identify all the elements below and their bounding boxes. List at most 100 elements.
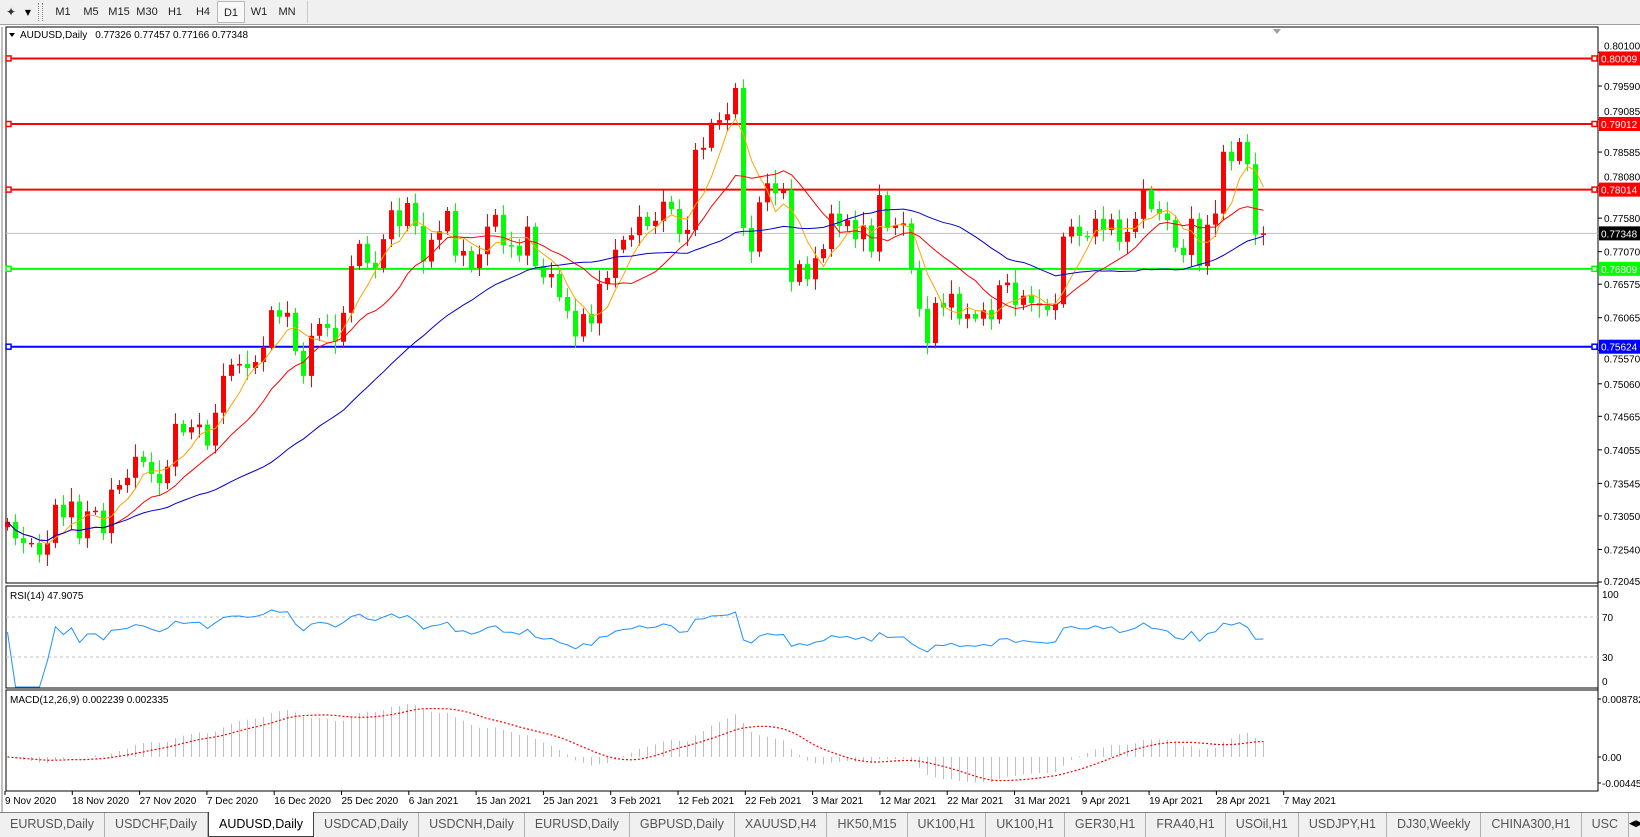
candle-body: [653, 220, 658, 227]
time-axis-label: 27 Nov 2020: [140, 796, 197, 807]
chart-tab[interactable]: DJ30,Weekly: [1387, 813, 1482, 837]
timeframe-m15-button[interactable]: M15: [108, 6, 130, 18]
level-price-label: 0.80009: [1601, 54, 1638, 65]
chart-tab[interactable]: GBPUSD,Daily: [630, 813, 735, 837]
drawing-tools-icon[interactable]: ✦: [5, 5, 17, 19]
timeframe-w1-button[interactable]: W1: [250, 6, 268, 18]
candle-body: [909, 223, 914, 270]
price-axis-label: 0.72045: [1604, 577, 1640, 588]
level-handle-right[interactable]: [1591, 55, 1598, 62]
tabs-scroll-left-icon[interactable]: ◀: [1629, 819, 1636, 829]
chart-tab[interactable]: EURUSD,Daily: [525, 813, 630, 837]
level-handle-left[interactable]: [5, 343, 12, 350]
timeframe-h1-button[interactable]: H1: [167, 6, 183, 18]
candle-body: [1109, 219, 1114, 230]
candle-body: [277, 310, 282, 317]
chart-tabs-bar: EURUSD,Daily USDCHF,Daily AUDUSD,Daily USDC…: [0, 812, 1640, 837]
chart-tab[interactable]: USDCNH,Daily: [419, 813, 525, 837]
candle-body: [1149, 189, 1154, 209]
candle-body: [845, 220, 850, 227]
chart-tab[interactable]: CHINA300,H1: [1481, 813, 1582, 837]
ohlc-values: 0.77326 0.77457 0.77166 0.77348: [95, 30, 248, 41]
time-axis-label: 3 Mar 2021: [813, 796, 864, 807]
candle-body: [309, 335, 314, 376]
chart-shift-marker-icon[interactable]: [1273, 29, 1281, 34]
candle-body: [1181, 247, 1186, 255]
rsi-axis-label: 0: [1602, 677, 1608, 688]
chart-tab[interactable]: XAUUSD,H4: [735, 813, 828, 837]
level-handle-left[interactable]: [5, 55, 12, 62]
candle-body: [509, 245, 514, 247]
level-handle-right[interactable]: [1591, 343, 1598, 350]
toolbar-grip[interactable]: [38, 3, 43, 21]
candle-body: [685, 229, 690, 234]
candle-body: [1245, 141, 1250, 165]
candle-body: [525, 226, 530, 256]
candle-body: [397, 210, 402, 227]
chart-tab[interactable]: FRA40,H1: [1146, 813, 1226, 837]
candle-body: [597, 283, 602, 324]
macd-panel[interactable]: [5, 689, 1599, 792]
chart-tab[interactable]: UK100,H1: [986, 813, 1065, 837]
candle-body: [589, 314, 594, 324]
candle-body: [1141, 189, 1146, 219]
dropdown-arrow-icon[interactable]: ▼: [24, 7, 32, 17]
level-handle-left[interactable]: [5, 186, 12, 193]
chart-tab[interactable]: AUDUSD,Daily: [208, 812, 315, 837]
collapse-triangle-icon[interactable]: [9, 33, 15, 37]
chart-tab[interactable]: USDJPY,H1: [1299, 813, 1387, 837]
macd-axis-label: 0.008782: [1602, 695, 1640, 706]
timeframe-mn-button[interactable]: MN: [278, 6, 296, 18]
chart-tab[interactable]: EURUSD,Daily: [0, 813, 106, 837]
candle-body: [157, 473, 162, 484]
chart-tab[interactable]: GER30,H1: [1065, 813, 1147, 837]
candle-body: [5, 521, 10, 528]
main-price-panel[interactable]: [5, 26, 1599, 584]
candle-body: [717, 120, 722, 123]
candle-body: [813, 258, 818, 280]
candle-body: [1157, 208, 1162, 214]
timeframe-d1-button[interactable]: D1: [217, 1, 245, 23]
time-axis-label: 22 Feb 2021: [745, 796, 802, 807]
level-handle-right[interactable]: [1591, 265, 1598, 273]
tabs-scroll-right-icon[interactable]: ▶: [1635, 819, 1640, 829]
chart-tab[interactable]: USOil,H1: [1226, 813, 1299, 837]
timeframe-m1-button[interactable]: M1: [55, 6, 71, 18]
rsi-axis-label: 30: [1602, 653, 1614, 664]
candle-body: [557, 274, 562, 298]
candle-body: [293, 312, 298, 351]
level-handle-right[interactable]: [1591, 120, 1598, 128]
chart-tab[interactable]: HK50,M15: [827, 813, 908, 837]
price-axis-label: 0.77070: [1604, 248, 1640, 259]
candle-body: [1189, 218, 1194, 255]
candle-body: [629, 235, 634, 240]
candle-body: [37, 542, 42, 555]
timeframe-m30-button[interactable]: M30: [136, 6, 158, 18]
candle-body: [333, 327, 338, 342]
level-handle-left[interactable]: [5, 265, 12, 273]
candle-body: [381, 239, 386, 269]
price-axis-label: 0.78585: [1604, 148, 1640, 159]
chart-tab[interactable]: USDCAD,Daily: [314, 813, 420, 837]
toolbar-separator: [307, 1, 308, 23]
price-axis-label: 0.75060: [1604, 380, 1640, 391]
candle-body: [1237, 141, 1242, 161]
level-handle-left[interactable]: [5, 120, 12, 128]
chart-window[interactable]: 0.80100 0.79590 0.79085 0.78585 0.78080 0.775…: [0, 0, 1640, 812]
chart-tab[interactable]: UK100,H1: [908, 813, 987, 837]
candle-body: [141, 456, 146, 463]
candle-body: [1261, 233, 1266, 235]
candle-body: [325, 323, 330, 328]
chart-tab[interactable]: USDCHF,Daily: [105, 813, 208, 837]
timeframe-h4-button[interactable]: H4: [195, 6, 211, 18]
current-price-tag: [1599, 226, 1640, 241]
chart-tab[interactable]: USC: [1582, 813, 1630, 837]
price-axis-label: 0.73050: [1604, 512, 1640, 523]
timeframe-m5-button[interactable]: M5: [83, 6, 99, 18]
rsi-panel[interactable]: [5, 585, 1599, 689]
level-handle-right[interactable]: [1591, 186, 1598, 193]
candle-body: [549, 274, 554, 278]
candle-body: [565, 297, 570, 311]
candle-body: [933, 302, 938, 344]
candle-body: [133, 456, 138, 478]
